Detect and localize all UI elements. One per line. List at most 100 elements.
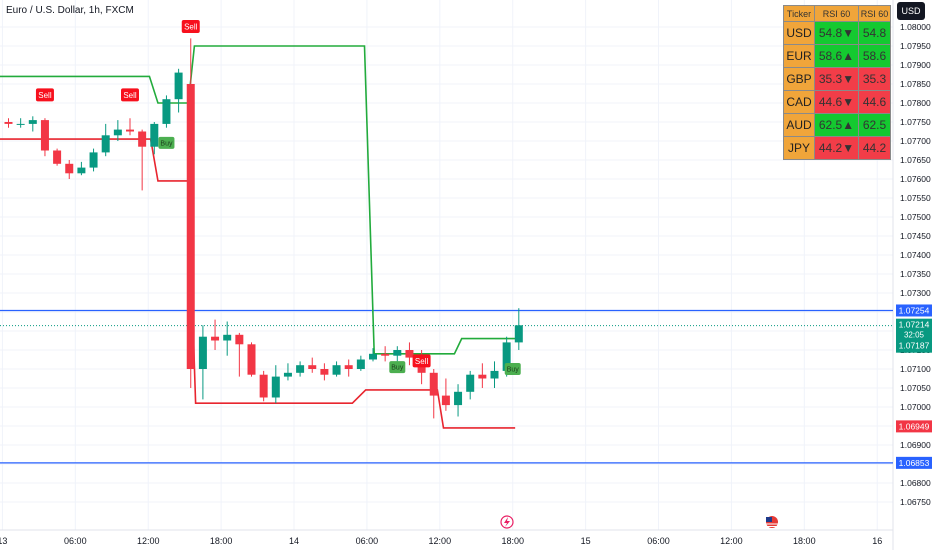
- sell-signal-label: [181, 20, 200, 33]
- x-tick-label: 12:00: [429, 536, 452, 546]
- buy-signal-text: Buy: [160, 140, 173, 147]
- sub-price-text: 1.07187: [899, 341, 930, 351]
- candle-body: [369, 353, 377, 360]
- y-tick-label: 1.07450: [900, 231, 931, 241]
- rsi-row: EUR 58.6▲ 58.6: [783, 44, 891, 68]
- sell-signal-label: [412, 354, 431, 368]
- candle-body: [40, 120, 49, 151]
- rsi-value-cell: 35.3: [858, 67, 891, 91]
- y-tick-label: 1.06800: [900, 478, 931, 488]
- ticker-cell: AUD: [783, 113, 815, 137]
- buy-signal-text: Buy: [507, 367, 520, 374]
- candle-body: [514, 325, 523, 343]
- sell-signal-text: Sell: [38, 91, 52, 100]
- candle-body: [320, 369, 329, 375]
- event-flash-icon: [500, 515, 514, 529]
- buy-signal-label: [389, 361, 406, 374]
- y-tick-label: 1.07750: [900, 117, 931, 127]
- x-tick-label: 16: [872, 536, 882, 546]
- candle-body: [466, 374, 475, 392]
- rsi-row: AUD 62.5▲ 62.5: [783, 113, 891, 137]
- y-tick-label: 1.07100: [900, 364, 931, 374]
- x-tick-label: 14: [289, 536, 299, 546]
- candle-body: [502, 342, 511, 371]
- candle-body: [308, 365, 317, 369]
- rsi-row: GBP 35.3▼ 35.3: [783, 67, 891, 91]
- x-tick-label: 13: [0, 536, 7, 546]
- y-tick-label: 1.06900: [900, 440, 931, 450]
- candle-body: [113, 129, 122, 136]
- candle-body: [259, 374, 268, 398]
- rsi-value-cell: 44.6: [858, 90, 891, 114]
- candle-body: [344, 365, 353, 369]
- candle-body: [247, 344, 256, 375]
- y-tick-label: 1.07900: [900, 60, 931, 70]
- candle-body: [271, 376, 280, 398]
- candle-body: [296, 365, 305, 373]
- candle-body: [478, 374, 487, 379]
- y-tick-label: 1.07300: [900, 288, 931, 298]
- candle-body: [356, 359, 365, 369]
- rsi-value-cell: 44.2: [858, 136, 891, 160]
- buy-signal-label: [504, 363, 521, 375]
- us-flag-icon: [766, 516, 778, 528]
- x-tick-label: 06:00: [64, 536, 87, 546]
- candle-body: [283, 372, 292, 377]
- countdown-text: 32:05: [904, 331, 925, 340]
- candle-body: [198, 336, 207, 369]
- candle-body: [77, 167, 86, 174]
- sell-signal-text: Sell: [123, 91, 137, 100]
- y-tick-label: 1.07400: [900, 250, 931, 260]
- sell-signal-text: Sell: [415, 357, 429, 366]
- header-rsi-2: RSI 60: [858, 5, 891, 22]
- header-rsi: RSI 60: [814, 5, 859, 22]
- x-tick-label: 18:00: [793, 536, 816, 546]
- sell-signal-text: Sell: [184, 23, 198, 32]
- rsi-cell: 54.8▼: [814, 21, 859, 45]
- x-tick-label: 15: [581, 536, 591, 546]
- rsi-table-header: Ticker RSI 60 RSI 60: [783, 5, 891, 22]
- currency-button[interactable]: USD: [897, 2, 925, 20]
- price-axis-label: [896, 304, 932, 317]
- candle-body: [101, 135, 110, 153]
- candle-body: [235, 334, 244, 345]
- rsi-cell: 62.5▲: [814, 113, 859, 137]
- rsi-value-cell: 58.6: [858, 44, 891, 68]
- x-tick-label: 18:00: [210, 536, 233, 546]
- rsi-row: CAD 44.6▼ 44.6: [783, 90, 891, 114]
- rsi-cell: 44.6▼: [814, 90, 859, 114]
- candle-body: [211, 336, 220, 341]
- sell-signal-label: [121, 88, 139, 102]
- y-tick-label: 1.07850: [900, 79, 931, 89]
- header-ticker: Ticker: [783, 5, 815, 22]
- candle-body: [89, 152, 98, 168]
- y-tick-label: 1.07550: [900, 193, 931, 203]
- symbol-title: Euro / U.S. Dollar, 1h, FXCM: [6, 5, 134, 16]
- x-tick-label: 12:00: [720, 536, 743, 546]
- price-axis-label: [896, 420, 932, 433]
- y-tick-label: 1.07050: [900, 383, 931, 393]
- rsi-value-cell: 62.5: [858, 113, 891, 137]
- ticker-cell: JPY: [783, 136, 815, 160]
- price-axis-label: [896, 456, 932, 469]
- rsi-cell: 44.2▼: [814, 136, 859, 160]
- candle-body: [332, 365, 341, 375]
- candle-body: [28, 120, 37, 124]
- rsi-cell: 58.6▲: [814, 44, 859, 68]
- ticker-cell: USD: [783, 21, 815, 45]
- x-tick-label: 06:00: [356, 536, 379, 546]
- current-price-text: 1.07214: [899, 320, 930, 330]
- candle-body: [162, 99, 171, 124]
- y-tick-label: 1.06750: [900, 497, 931, 507]
- y-tick-label: 1.07700: [900, 136, 931, 146]
- candle-body: [393, 350, 402, 356]
- candle-body: [429, 372, 438, 396]
- candle-body: [4, 122, 13, 124]
- price-axis-label-text: 1.07254: [899, 305, 930, 315]
- event-flash-bolt: [504, 517, 510, 527]
- candle-body: [65, 163, 74, 174]
- y-tick-label: 1.07950: [900, 41, 931, 51]
- ticker-cell: CAD: [783, 90, 815, 114]
- rsi-row: JPY 44.2▼ 44.2: [783, 136, 891, 160]
